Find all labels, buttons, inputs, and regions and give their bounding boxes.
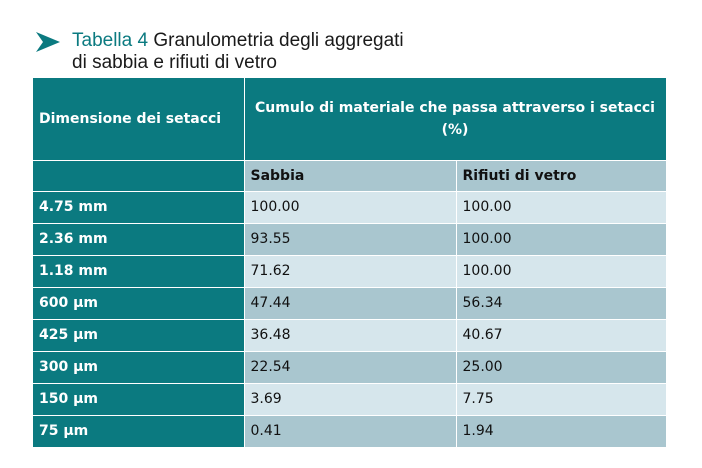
glass-value-cell: 40.67 — [456, 319, 667, 352]
table-row: 150 µm 3.69 7.75 — [33, 383, 667, 416]
table-row: 1.18 mm 71.62 100.00 — [33, 255, 667, 288]
granulometry-table: Dimensione dei setacci Cumulo di materia… — [33, 78, 667, 448]
table-row: 75 µm 0.41 1.94 — [33, 415, 667, 448]
caption-line-1: Tabella 4 Granulometria degli aggregati — [72, 30, 404, 52]
glass-value-cell: 1.94 — [456, 415, 667, 448]
table-row: 300 µm 22.54 25.00 — [33, 351, 667, 384]
table-row: 2.36 mm 93.55 100.00 — [33, 223, 667, 256]
sieve-size-cell: 1.18 mm — [33, 255, 245, 288]
sand-value-cell: 100.00 — [244, 191, 457, 224]
sieve-size-cell: 4.75 mm — [33, 191, 245, 224]
glass-value-cell: 100.00 — [456, 223, 667, 256]
sand-value-cell: 3.69 — [244, 383, 457, 416]
subheader-glass: Rifiuti di vetro — [456, 160, 667, 192]
sand-value-cell: 22.54 — [244, 351, 457, 384]
sand-value-cell: 93.55 — [244, 223, 457, 256]
sieve-size-cell: 600 µm — [33, 287, 245, 320]
glass-value-cell: 100.00 — [456, 255, 667, 288]
sand-value-cell: 71.62 — [244, 255, 457, 288]
subheader-empty — [33, 160, 245, 192]
sieve-size-cell: 2.36 mm — [33, 223, 245, 256]
caption-title: Granulometria degli aggregati — [148, 30, 404, 51]
sieve-size-cell: 300 µm — [33, 351, 245, 384]
glass-value-cell: 7.75 — [456, 383, 667, 416]
sand-value-cell: 47.44 — [244, 287, 457, 320]
caption-prefix: Tabella 4 — [72, 30, 149, 51]
table-row: 4.75 mm 100.00 100.00 — [33, 191, 667, 224]
subheader-row: Sabbia Rifiuti di vetro — [33, 160, 667, 192]
glass-value-cell: 25.00 — [456, 351, 667, 384]
header-cumulative-passing: Cumulo di materiale che passa attraverso… — [244, 78, 667, 161]
glass-value-cell: 56.34 — [456, 287, 667, 320]
subheader-sand: Sabbia — [244, 160, 457, 192]
glass-value-cell: 100.00 — [456, 191, 667, 224]
sand-value-cell: 0.41 — [244, 415, 457, 448]
table-row: 600 µm 47.44 56.34 — [33, 287, 667, 320]
sieve-size-cell: 425 µm — [33, 319, 245, 352]
sieve-size-cell: 75 µm — [33, 415, 245, 448]
header-row: Dimensione dei setacci Cumulo di materia… — [33, 78, 667, 161]
sieve-size-cell: 150 µm — [33, 383, 245, 416]
table-row: 425 µm 36.48 40.67 — [33, 319, 667, 352]
arrow-right-icon — [36, 32, 60, 52]
caption-line-2: di sabbia e rifiuti di vetro — [72, 52, 277, 73]
sand-value-cell: 36.48 — [244, 319, 457, 352]
header-sieve-size: Dimensione dei setacci — [33, 78, 245, 161]
